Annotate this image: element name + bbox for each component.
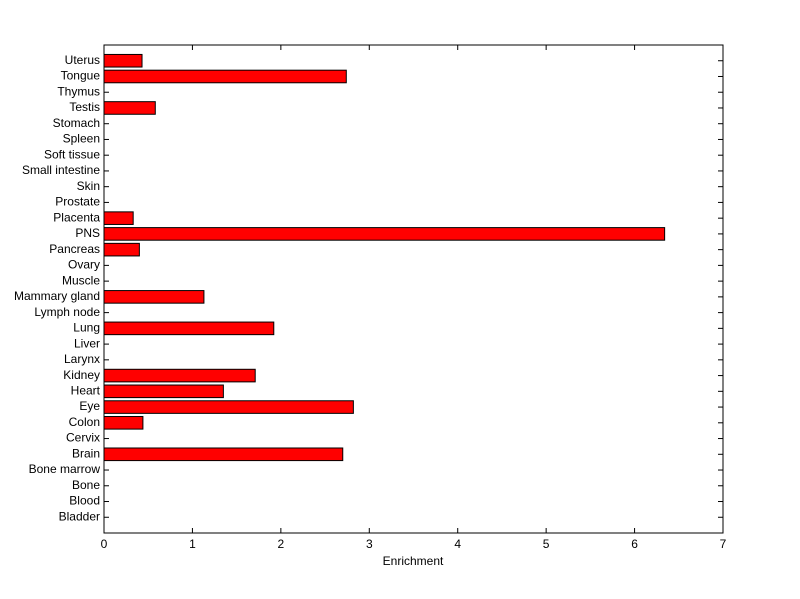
x-tick-label: 0 [101,537,108,551]
y-tick-label: Colon [69,415,100,429]
y-tick-label: Bladder [59,509,100,523]
bar [103,400,354,414]
y-tick-label: Cervix [66,431,100,445]
bar [103,211,134,225]
x-tick-label: 1 [189,537,196,551]
x-tick-label: 4 [454,537,461,551]
y-tick-label: Small intestine [22,163,100,177]
y-tick-label: Pancreas [49,242,100,256]
bar [103,416,144,430]
y-tick-label: Ovary [68,258,100,272]
y-tick-label: Soft tissue [44,147,100,161]
bar [103,447,344,462]
y-tick-label: Uterus [65,53,100,67]
bar [103,101,156,115]
y-tick-label: Tongue [61,69,101,83]
y-tick-label: Muscle [62,273,100,287]
y-tick-label: Prostate [55,195,100,209]
x-tick-label: 2 [278,537,285,551]
y-tick-label: Thymus [57,84,100,98]
y-tick-label: Lung [73,321,100,335]
x-tick-label: 6 [631,537,638,551]
y-tick-label: Bone [72,478,100,492]
y-tick-label: Stomach [53,116,100,130]
bar [103,53,143,68]
y-tick-label: Testis [69,100,100,114]
y-tick-label: Eye [79,399,100,413]
y-tick-label: Blood [69,494,100,508]
x-tick-label: 3 [366,537,373,551]
y-tick-label: Spleen [63,132,100,146]
y-tick-label: Larynx [64,352,100,366]
bar [103,321,275,336]
x-axis-label: Enrichment [383,554,444,568]
bar [103,242,140,257]
y-tick-label: Placenta [53,210,100,224]
y-tick-label: Bone marrow [29,462,101,476]
bar [103,69,347,84]
y-tick-label: Mammary gland [14,289,100,303]
y-tick-label: PNS [75,226,100,240]
y-tick-label: Liver [74,336,100,350]
y-tick-label: Skin [77,179,100,193]
bar [103,227,666,241]
bar [103,384,224,399]
bar [103,290,205,304]
y-tick-label: Lymph node [34,305,100,319]
x-tick-label: 5 [543,537,550,551]
y-tick-label: Brain [72,446,100,460]
y-tick-label: Kidney [63,368,100,382]
x-tick-label: 7 [720,537,727,551]
y-tick-label: Heart [71,383,101,397]
bar [103,368,256,383]
